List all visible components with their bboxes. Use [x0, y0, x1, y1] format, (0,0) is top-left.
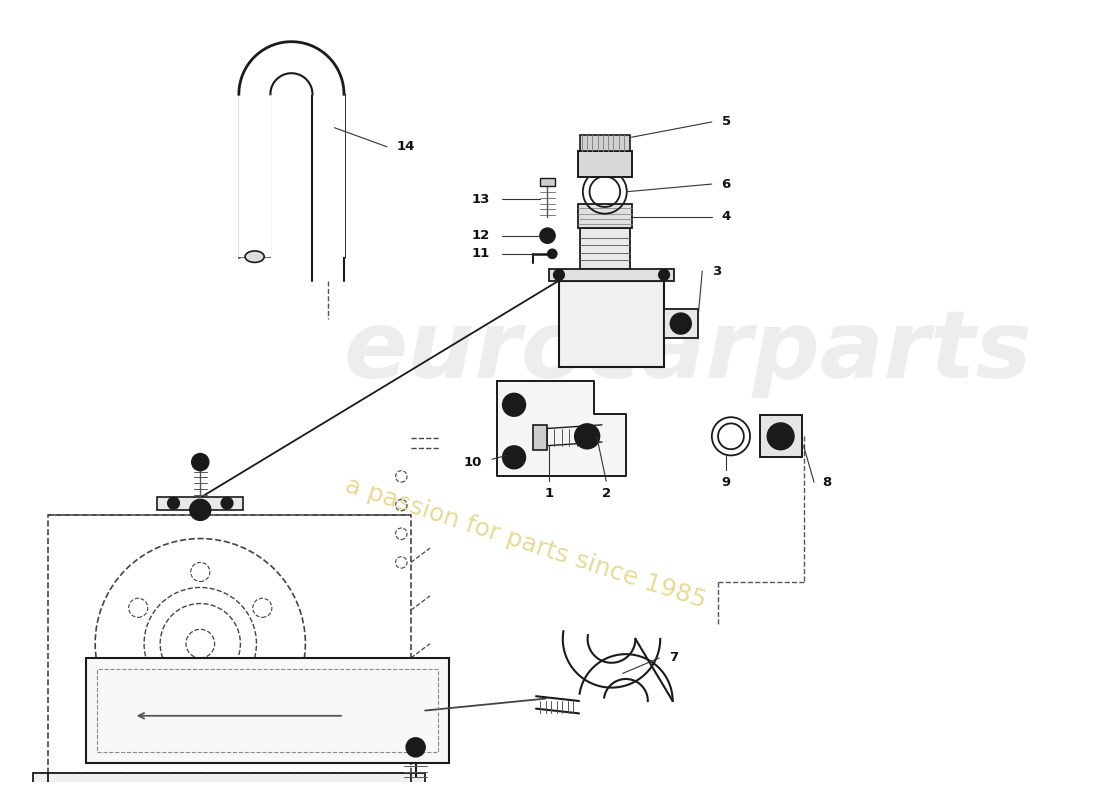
- Bar: [47, 514, 411, 773]
- Bar: [579, 150, 631, 178]
- Text: 12: 12: [472, 229, 490, 242]
- Circle shape: [406, 738, 426, 757]
- Polygon shape: [580, 654, 673, 701]
- Polygon shape: [563, 631, 660, 687]
- Bar: [540, 178, 556, 186]
- Circle shape: [191, 454, 209, 470]
- Text: 3: 3: [712, 265, 722, 278]
- Bar: [559, 281, 664, 366]
- Bar: [534, 425, 547, 450]
- Ellipse shape: [245, 251, 264, 262]
- Circle shape: [574, 424, 600, 449]
- Bar: [580, 135, 629, 150]
- Text: 7: 7: [669, 651, 679, 665]
- Bar: [157, 497, 243, 510]
- Circle shape: [548, 249, 557, 258]
- Bar: [86, 658, 449, 763]
- Bar: [580, 228, 629, 281]
- Circle shape: [581, 430, 594, 443]
- Text: 14: 14: [397, 140, 416, 154]
- Circle shape: [553, 270, 564, 280]
- Circle shape: [659, 270, 669, 280]
- Text: eurocarparts: eurocarparts: [343, 306, 1032, 398]
- Circle shape: [768, 423, 794, 450]
- Text: 13: 13: [472, 193, 490, 206]
- Text: 9: 9: [722, 476, 730, 489]
- Bar: [549, 269, 673, 281]
- Polygon shape: [497, 381, 626, 477]
- Text: 6: 6: [722, 178, 730, 190]
- Bar: [98, 670, 438, 752]
- Circle shape: [190, 499, 211, 520]
- Circle shape: [503, 446, 526, 469]
- Bar: [664, 310, 697, 338]
- Bar: [19, 798, 440, 800]
- Text: a passion for parts since 1985: a passion for parts since 1985: [342, 474, 710, 613]
- Circle shape: [221, 498, 233, 509]
- Text: 10: 10: [464, 456, 482, 469]
- Text: 8: 8: [822, 476, 832, 489]
- Polygon shape: [239, 42, 344, 257]
- Circle shape: [168, 498, 179, 509]
- Text: 1: 1: [544, 487, 554, 500]
- Text: 4: 4: [722, 210, 730, 223]
- Circle shape: [670, 313, 691, 334]
- Text: 5: 5: [722, 115, 730, 129]
- Circle shape: [774, 430, 788, 443]
- Circle shape: [540, 228, 556, 243]
- Bar: [579, 204, 631, 228]
- Bar: [33, 773, 426, 800]
- Text: 11: 11: [472, 247, 490, 260]
- Text: 2: 2: [602, 487, 610, 500]
- Circle shape: [503, 394, 526, 416]
- Bar: [760, 415, 802, 458]
